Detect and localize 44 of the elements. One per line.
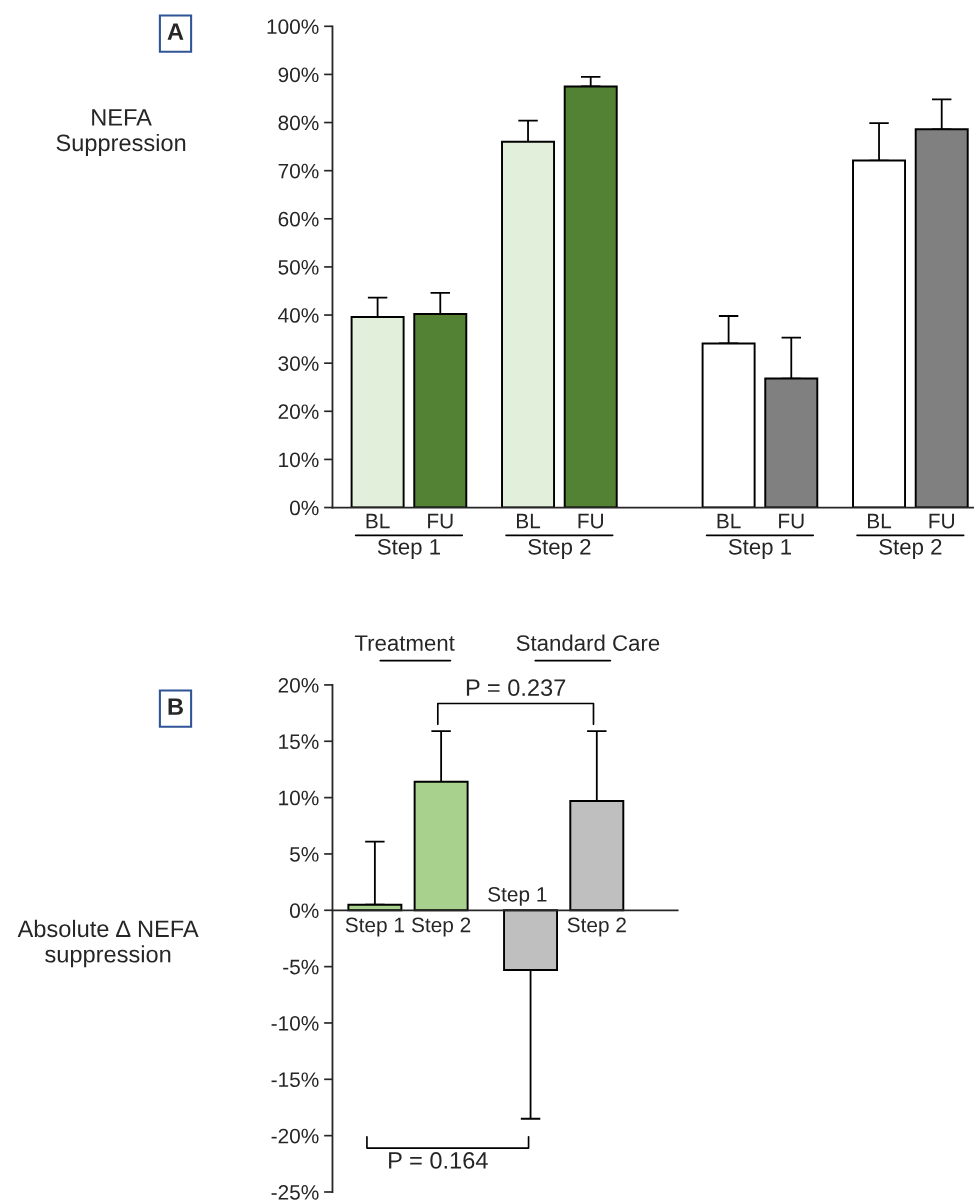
y-tick-label: -25% (271, 1184, 319, 1200)
y-axis-title: Absolute ∆ NEFA suppression (17, 919, 199, 968)
x-tick-label: BL (717, 513, 741, 529)
annotation: P = 0.164 (389, 1152, 488, 1169)
x-tick-label: Step 2 (567, 917, 626, 937)
y-tick-label: 10% (279, 452, 319, 468)
x-tick-label: FU (578, 513, 603, 529)
text: Step 1 (728, 538, 791, 560)
annotation: P = 0.237 (466, 679, 566, 697)
text: Standard Care (516, 634, 660, 651)
y-tick-label: 90% (278, 67, 319, 83)
text: Step 2 (528, 538, 591, 560)
y-tick-label: -10% (271, 1015, 319, 1031)
x-tick-label: BL (868, 513, 892, 529)
x-tick-label: FU (929, 513, 954, 529)
text: Step 2 (879, 538, 942, 560)
x-tick-label: BL (517, 513, 541, 529)
y-tick-label: 100% (267, 19, 319, 35)
y-tick-label: 0% (289, 903, 319, 919)
y-tick-label: 20% (278, 677, 319, 693)
y-tick-label: 70% (278, 163, 319, 179)
y-axis-title: NEFA Suppression (56, 109, 186, 156)
x-tick-label: Step 1 (345, 917, 404, 937)
y-tick-label: 20% (278, 404, 319, 420)
text: Step 1 (377, 538, 440, 560)
text: Treatment (354, 635, 455, 651)
y-tick-label: -5% (283, 959, 319, 975)
y-tick-label: 0% (289, 500, 319, 516)
x-tick-label: FU (779, 513, 804, 529)
text: A (167, 23, 184, 40)
y-tick-label: 60% (278, 211, 319, 227)
y-tick-label: 15% (279, 734, 319, 750)
y-tick-label: 40% (278, 308, 319, 323)
text: B (168, 698, 183, 715)
x-tick-label: FU (428, 513, 453, 529)
y-tick-label: 10% (279, 790, 319, 806)
y-tick-label: -20% (271, 1128, 319, 1144)
y-tick-label: 80% (278, 115, 319, 131)
x-tick-label: Step 2 (411, 917, 471, 937)
y-tick-label: 30% (278, 356, 319, 371)
x-tick-label: BL (366, 513, 390, 529)
y-tick-label: -15% (271, 1072, 319, 1088)
y-tick-label: 50% (278, 259, 319, 275)
y-tick-label: 5% (290, 847, 319, 862)
